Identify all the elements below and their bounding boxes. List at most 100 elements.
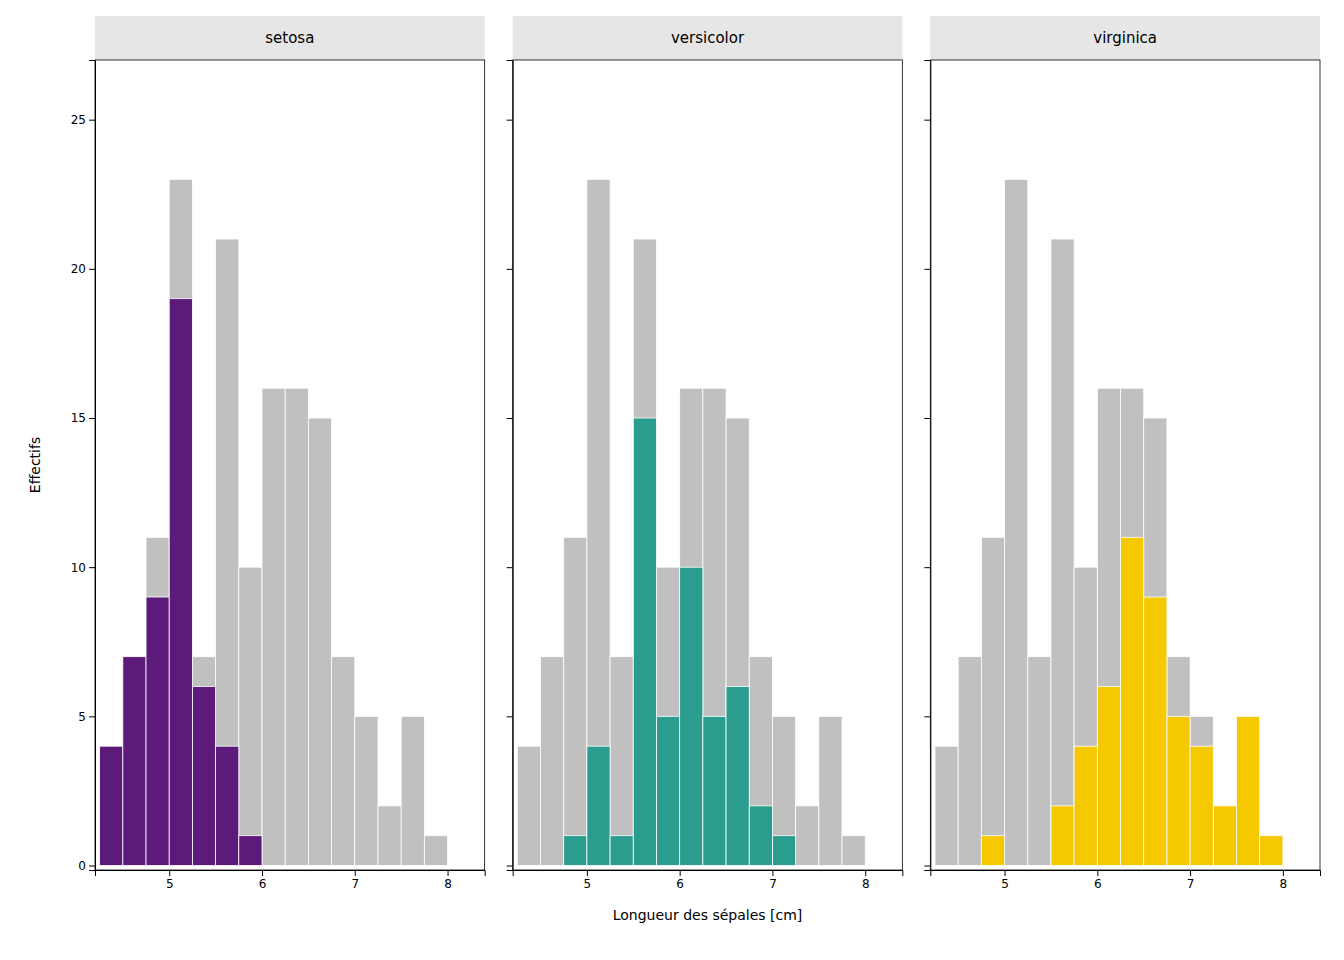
x-tick-mark (680, 870, 681, 876)
histogram-bar (726, 418, 749, 866)
histogram-bar (587, 179, 610, 865)
histogram-bar (1283, 865, 1306, 866)
histogram-bar (378, 865, 401, 866)
y-tick: 20 (71, 262, 95, 276)
histogram-bar (541, 657, 564, 866)
histogram-bar (587, 746, 610, 865)
y-tick-label: 15 (71, 411, 86, 425)
histogram-bar (332, 657, 355, 866)
histogram-bar (842, 865, 865, 866)
panel-header: virginica (930, 16, 1320, 60)
x-tick-label: 6 (1094, 877, 1102, 891)
y-tick-mark (507, 269, 513, 270)
y-tick (507, 567, 513, 568)
x-tick-mark (587, 870, 588, 876)
histogram-bar (888, 865, 902, 866)
y-tick: 25 (71, 113, 95, 127)
y-tick-mark (507, 120, 513, 121)
histogram-bar (1097, 687, 1120, 866)
x-tick: 5 (1001, 870, 1009, 891)
panel-title: versicolor (671, 29, 745, 47)
histogram-bar (401, 865, 424, 866)
panel-header-background (930, 16, 1320, 60)
y-tick-mark (924, 269, 930, 270)
x-axis-line (931, 871, 1321, 877)
histogram-bar (935, 865, 958, 866)
histogram-bar (1144, 418, 1167, 866)
x-tick-label: 7 (1187, 877, 1195, 891)
histogram-bar (981, 537, 1004, 865)
histogram-bar (1005, 179, 1028, 865)
histogram-bar (1121, 388, 1144, 865)
panel-title: setosa (265, 29, 314, 47)
histogram-bar (146, 537, 169, 865)
histogram-bar (216, 239, 239, 866)
histogram-series (100, 299, 262, 866)
histogram-bar (564, 537, 587, 865)
y-tick: 10 (71, 561, 95, 575)
y-tick-label: 10 (71, 561, 86, 575)
panel-header: setosa (95, 16, 485, 60)
plot-frame (513, 60, 903, 870)
histogram-bar (703, 716, 726, 865)
histogram-bar (1074, 746, 1097, 865)
histogram-bar (517, 746, 540, 865)
histogram-bar (958, 865, 981, 866)
histogram-series (981, 537, 1283, 865)
histogram-bar (680, 388, 703, 865)
histogram-bar (1306, 865, 1320, 866)
histogram-bar (633, 239, 656, 866)
x-tick-label: 7 (769, 877, 777, 891)
histogram-bar (517, 865, 540, 866)
x-tick-mark (1097, 870, 1098, 876)
histogram-bar (471, 865, 485, 866)
x-tick-mark (448, 870, 449, 876)
y-tick: 15 (71, 411, 95, 425)
panel-header: versicolor (513, 16, 903, 60)
y-axis-line (507, 61, 514, 871)
histogram-series (517, 179, 865, 865)
histogram-bar (355, 716, 378, 865)
y-axis-line (89, 61, 96, 871)
histogram-bar (726, 687, 749, 866)
y-tick-mark (924, 120, 930, 121)
histogram-bar (424, 865, 447, 866)
x-tick-label: 5 (166, 877, 174, 891)
y-tick (924, 418, 930, 419)
histogram-bar (772, 836, 795, 866)
x-tick-mark (1283, 870, 1284, 876)
histogram-bar (749, 657, 772, 866)
x-tick-label: 5 (1001, 877, 1009, 891)
histogram-bar (448, 865, 471, 866)
histogram-bar (935, 746, 958, 865)
histogram-bar (239, 567, 262, 865)
y-tick-mark (507, 716, 513, 717)
y-tick (924, 716, 930, 717)
histogram-bar (772, 716, 795, 865)
histogram-bar (564, 836, 587, 866)
y-tick (924, 269, 930, 270)
histogram-bar (1005, 865, 1028, 866)
histogram-bar (610, 836, 633, 866)
y-tick (507, 716, 513, 717)
x-tick: 7 (769, 870, 777, 891)
x-tick: 8 (1280, 870, 1288, 891)
histogram-bar (541, 865, 564, 866)
histogram-bar (100, 746, 123, 865)
histogram-bar (1167, 716, 1190, 865)
y-tick-mark (924, 418, 930, 419)
histogram-bar (332, 865, 355, 866)
y-tick-mark (924, 716, 930, 717)
histogram-bar (680, 567, 703, 865)
y-tick-mark (89, 418, 95, 419)
histogram-bar (378, 806, 401, 866)
x-axis-line (513, 871, 903, 877)
x-tick: 5 (166, 870, 174, 891)
y-tick (924, 120, 930, 121)
histogram-bar (424, 836, 447, 866)
y-tick-mark (89, 269, 95, 270)
panel: 5678 (507, 60, 903, 891)
x-tick-label: 6 (676, 877, 684, 891)
panel-header-background (513, 16, 903, 60)
histogram-bar (1306, 865, 1320, 866)
